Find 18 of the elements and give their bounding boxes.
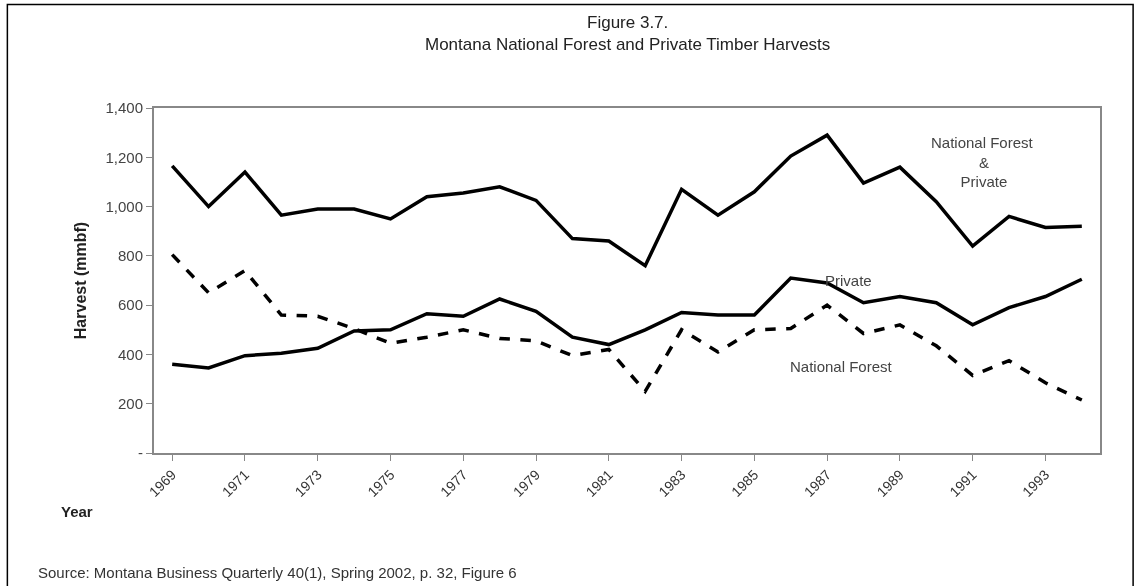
y-axis-title: Harvest (mmbf) [71,221,89,340]
y-tick-label: 600 [117,296,143,314]
y-tick-label: 1,400 [105,99,143,117]
y-tick-label: 1,000 [105,197,143,215]
y-tick-label: 400 [117,345,143,363]
y-tick-label: - [138,444,143,462]
y-tick-label: 800 [117,247,143,265]
chart-subtitle: Montana National Forest and Private Timber Harvests [425,35,831,55]
y-tick-label: 1,200 [105,148,143,166]
x-axis-title: Year [61,503,93,520]
series-label: Private [825,272,872,289]
line-series [170,252,1084,402]
chart-title: Figure 3.7. [587,13,669,32]
series-label: National Forest & Private [931,134,1037,190]
series-label: National Forest [790,358,893,375]
source-note: Source: Montana Business Quarterly 40(1), Spring 2002, p. 32, Figure 6 [38,564,517,581]
y-tick-label: 200 [117,394,143,412]
line-series [170,133,1084,268]
